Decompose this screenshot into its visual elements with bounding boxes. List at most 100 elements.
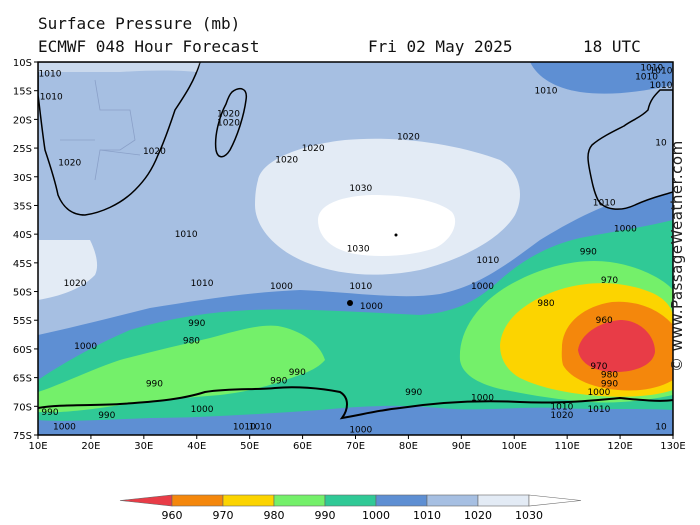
isobar-label: 1010 bbox=[535, 87, 558, 97]
latitude-axis: 10S 15S 20S 25S 30S 35S 40S 45S 50S 55S 60S 65S 70S 7… bbox=[13, 58, 38, 442]
lat-tick-label: 75S bbox=[13, 431, 32, 442]
lon-tick-label: 40E bbox=[187, 441, 206, 452]
isobar-label: 1020 bbox=[550, 411, 573, 421]
legend-label: 1030 bbox=[515, 509, 543, 522]
lat-tick-label: 25S bbox=[13, 144, 32, 155]
isobar-label: 1020 bbox=[64, 279, 87, 289]
pressure-band-above-1030 bbox=[318, 195, 456, 256]
isobar-label: 1000 bbox=[614, 224, 637, 234]
isobar-label: 10 bbox=[655, 138, 667, 148]
isobar-label: 980 bbox=[537, 299, 554, 309]
legend-swatch bbox=[171, 494, 224, 507]
isobar-label: 990 bbox=[580, 247, 597, 257]
isobar-label: 970 bbox=[590, 362, 607, 372]
lat-tick-label: 30S bbox=[13, 173, 32, 184]
isobar-label: 1020 bbox=[217, 118, 240, 128]
lon-tick-label: 50E bbox=[240, 441, 259, 452]
isobar-label: 1020 bbox=[275, 156, 298, 166]
isobar-label: 1010 bbox=[191, 279, 214, 289]
isobar-label: 1000 bbox=[270, 282, 293, 292]
legend-swatch bbox=[222, 494, 275, 507]
isobar-label: 1010 bbox=[175, 230, 198, 240]
lat-tick-label: 60S bbox=[13, 345, 32, 356]
isobar-label: 1010 bbox=[39, 69, 62, 79]
legend-label: 960 bbox=[162, 509, 183, 522]
lon-tick-label: 20E bbox=[81, 441, 100, 452]
isobar-label: 1020 bbox=[58, 158, 81, 168]
legend-swatch bbox=[375, 494, 428, 507]
legend-swatch bbox=[273, 494, 326, 507]
isobar-label: 970 bbox=[601, 276, 618, 286]
isobar-label: 990 bbox=[270, 376, 287, 386]
legend-swatch bbox=[426, 494, 479, 507]
lon-tick-label: 90E bbox=[452, 441, 471, 452]
isobar-label: 10 bbox=[655, 422, 667, 432]
isobar-label: 1010 bbox=[640, 64, 663, 74]
isobar-label: 990 bbox=[98, 411, 115, 421]
forecast-time: 18 UTC bbox=[583, 37, 641, 56]
lon-tick-label: 70E bbox=[346, 441, 365, 452]
africa-landmass bbox=[38, 62, 201, 216]
isobar-label: 980 bbox=[601, 371, 618, 381]
isobar-label: 1020 bbox=[302, 144, 325, 154]
pressure-legend: 960 970 980 990 1000 1010 1020 1030 bbox=[119, 494, 582, 522]
lat-tick-label: 50S bbox=[13, 288, 32, 299]
isobar-label: 1010 bbox=[476, 256, 499, 266]
lon-tick-label: 30E bbox=[134, 441, 153, 452]
isobar-label: 980 bbox=[183, 336, 200, 346]
isobar-label: 1010 bbox=[593, 199, 616, 209]
isobar-label: 990 bbox=[146, 379, 163, 389]
lon-tick-label: 100E bbox=[502, 441, 527, 452]
australia-landmass bbox=[587, 89, 673, 210]
isobar-label: 1000 bbox=[349, 425, 372, 435]
map-title: Surface Pressure (mb) bbox=[38, 14, 241, 33]
legend-label: 1010 bbox=[413, 509, 441, 522]
legend-swatch bbox=[119, 494, 173, 507]
lat-tick-label: 70S bbox=[13, 402, 32, 413]
isobar-label: 1000 bbox=[471, 282, 494, 292]
legend-swatch bbox=[324, 494, 377, 507]
legend-swatch bbox=[528, 494, 582, 507]
lat-tick-label: 40S bbox=[13, 230, 32, 241]
isobar-label: 1000 bbox=[587, 388, 610, 398]
isobar-label: 990 bbox=[41, 408, 58, 418]
isobar-label: 1010 bbox=[635, 72, 658, 82]
isobar-label: 1020 bbox=[217, 110, 240, 120]
lat-tick-label: 20S bbox=[13, 115, 32, 126]
legend-label: 980 bbox=[264, 509, 285, 522]
isobar-label: 1010 bbox=[40, 92, 63, 102]
forecast-date: Fri 02 May 2025 bbox=[368, 37, 513, 56]
isobar-label: 1000 bbox=[360, 302, 383, 312]
pressure-band-below-960 bbox=[578, 320, 655, 372]
legend-label: 1000 bbox=[362, 509, 390, 522]
isobar-label: 990 bbox=[289, 368, 306, 378]
pressure-band-1000-1010-south bbox=[38, 415, 673, 435]
madagascar-island bbox=[214, 87, 248, 158]
isobar-label: 1010 bbox=[349, 282, 372, 292]
site-credit: © www.PassageWeather.com bbox=[668, 140, 686, 372]
legend-swatch bbox=[477, 494, 530, 507]
isobar-label: 1030 bbox=[347, 245, 370, 255]
isobar-labels: 1010101010101010101010101020102010201020… bbox=[39, 64, 673, 436]
legend-label: 990 bbox=[315, 509, 336, 522]
lat-tick-label: 55S bbox=[13, 316, 32, 327]
lat-tick-label: 15S bbox=[13, 87, 32, 98]
isobar-label: 1010 bbox=[249, 422, 272, 432]
isobar-label: 1020 bbox=[397, 133, 420, 143]
legend-label: 970 bbox=[213, 509, 234, 522]
isobar-label: 1020 bbox=[143, 147, 166, 157]
lon-tick-label: 80E bbox=[399, 441, 418, 452]
map-area bbox=[38, 62, 673, 435]
isobar-label: 1010 bbox=[650, 67, 673, 77]
isobar-label: 1000 bbox=[191, 405, 214, 415]
legend-label: 1020 bbox=[464, 509, 492, 522]
pressure-band-1000-1010-north bbox=[530, 62, 673, 94]
isobar-label: 1010 bbox=[550, 402, 573, 412]
forecast-model: ECMWF 048 Hour Forecast bbox=[38, 37, 260, 56]
isobar-label: 960 bbox=[596, 316, 613, 326]
isobar-label: 1000 bbox=[471, 394, 494, 404]
isobar-label: 1010 bbox=[233, 422, 256, 432]
isobar-label: 990 bbox=[405, 388, 422, 398]
isobar-label: 990 bbox=[188, 319, 205, 329]
